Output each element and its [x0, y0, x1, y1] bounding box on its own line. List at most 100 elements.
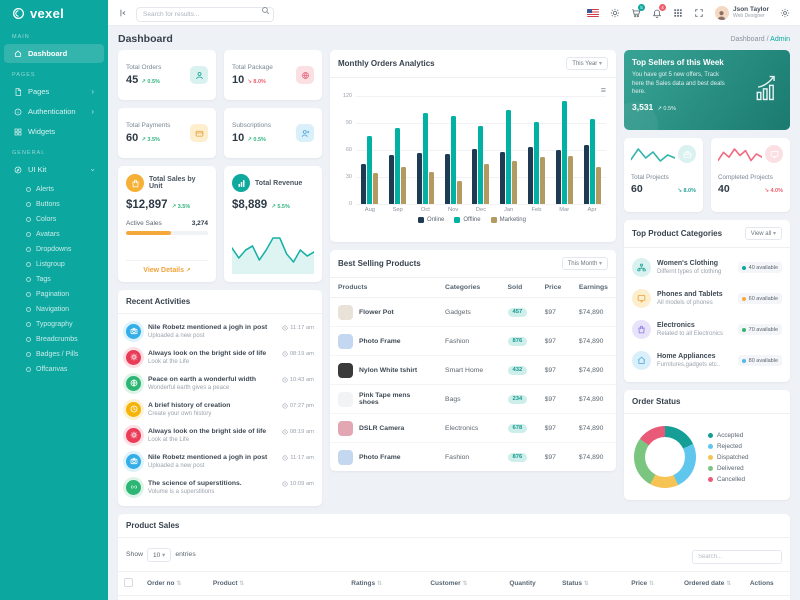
chart-menu-icon[interactable]: ≡	[600, 85, 606, 95]
product-name: Nylon White tshirt	[359, 366, 418, 374]
auth-icon	[14, 108, 22, 115]
column-header[interactable]: Earnings	[570, 278, 616, 298]
notifications-bell-icon[interactable]: 4	[652, 3, 666, 18]
card-title: Total Revenue	[255, 179, 303, 187]
activity-time: 10:43 am	[282, 376, 314, 391]
activity-item: Always look on the bright side of life Lo…	[126, 422, 314, 448]
breadcrumb-root[interactable]: Dashboard	[730, 35, 765, 43]
cart-icon[interactable]: 5	[631, 3, 645, 18]
product-earnings: $74,890	[570, 413, 616, 443]
sidebar-subitem-listgroup[interactable]: Listgroup	[0, 257, 108, 272]
column-header[interactable]: Sold	[499, 278, 537, 298]
stat-delta: 0.5%	[247, 137, 266, 143]
category-item[interactable]: Phones and Tablets All models of phones 60…	[632, 283, 782, 314]
bar-online	[527, 147, 533, 204]
chevron-right-icon: ›	[91, 106, 94, 116]
category-available-badge: 70 available	[737, 324, 782, 335]
column-header[interactable]: Products	[330, 278, 438, 298]
apps-grid-icon[interactable]	[673, 8, 683, 18]
card-title: Best Selling Products	[338, 259, 421, 268]
stat-card-subscriptions: Subscriptions 100.5%	[224, 108, 322, 158]
activity-subtitle: Wonderful earth gives a peace	[148, 384, 230, 391]
settings-gear-icon[interactable]	[780, 8, 790, 18]
sidebar-item-uikit[interactable]: UI Kit ›	[4, 160, 104, 179]
right-column: Top Sellers of this Week You have got 5 …	[624, 50, 790, 500]
entries-per-page-select[interactable]: 10	[147, 547, 172, 562]
activity-title: Always look on the bright side of life	[148, 349, 267, 357]
select-all-checkbox[interactable]	[124, 578, 133, 587]
legend-item-online: Online	[418, 217, 444, 223]
column-header[interactable]: Quantity	[503, 571, 557, 596]
activity-item: The science of superstitions. Volume is a…	[126, 474, 314, 500]
sidebar-item-widgets[interactable]: Widgets	[4, 122, 104, 141]
sidebar-subitem-alerts[interactable]: Alerts	[0, 182, 108, 197]
sidebar-subitem-badges-pills[interactable]: Badges / Pills	[0, 347, 108, 362]
order-status-legend: Accepted Rejected Dispatched Delivered Cance…	[708, 432, 749, 483]
sidebar-subitem-navigation[interactable]: Navigation	[0, 302, 108, 317]
sidebar-subitem-buttons[interactable]: Buttons	[0, 197, 108, 212]
sidebar-item-dashboard[interactable]: Dashboard	[4, 44, 104, 63]
table-search	[692, 545, 782, 564]
card-title: Top Product Categories	[632, 229, 723, 238]
product-earnings: $74,890	[570, 384, 616, 414]
sidebar-subitem-breadcrumbs[interactable]: Breadcrumbs	[0, 332, 108, 347]
column-header[interactable]: Ratings ⇅	[345, 571, 425, 596]
bar-online	[583, 144, 589, 204]
fullscreen-icon[interactable]	[694, 8, 704, 18]
x-axis-label: Nov	[448, 207, 459, 213]
view-details-link[interactable]: View Details	[126, 260, 208, 274]
theme-sun-icon[interactable]	[610, 8, 620, 18]
column-header[interactable]: Product ⇅	[206, 571, 346, 596]
column-header[interactable]: Categories	[437, 278, 500, 298]
sidebar-subitem-colors[interactable]: Colors	[0, 212, 108, 227]
sort-icon: ⇅	[239, 581, 245, 587]
categories-view-all-select[interactable]: View all	[744, 227, 782, 240]
search-icon[interactable]	[261, 6, 270, 15]
sidebar-subitem-typography[interactable]: Typography	[0, 317, 108, 332]
bar-chart-icon	[232, 174, 250, 192]
bar-online	[444, 153, 450, 204]
top-sellers-title: Top Sellers of this Week	[632, 58, 724, 67]
bar-online	[555, 150, 561, 204]
stat-delta: 3.5%	[141, 137, 160, 143]
brand-logo[interactable]: vexel	[0, 0, 108, 26]
activity-title: Nile Robetz mentioned a jogh in post	[148, 453, 268, 461]
card-icon	[190, 124, 208, 142]
column-header[interactable]: Customer ⇅	[424, 571, 504, 596]
bar-group-apr	[583, 119, 601, 204]
category-item[interactable]: Home Appliances Furnitures,gadgets etc.. 8…	[632, 345, 782, 376]
activity-item: Always look on the bright side of life Lo…	[126, 344, 314, 370]
search-input[interactable]	[136, 7, 274, 22]
sidebar-subitem-pagination[interactable]: Pagination	[0, 287, 108, 302]
best-selling-period-select[interactable]: This Month	[561, 257, 608, 270]
sidebar-subitem-dropdowns[interactable]: Dropdowns	[0, 242, 108, 257]
cart-badge: 5	[637, 3, 645, 11]
sidebar-subitem-avatars[interactable]: Avatars	[0, 227, 108, 242]
sidebar-subitem-tags[interactable]: Tags	[0, 272, 108, 287]
column-header[interactable]: Order no ⇅	[141, 571, 207, 596]
sidebar-item-pages[interactable]: Pages ›	[4, 82, 104, 101]
sidebar-item-authentication[interactable]: Authentication ›	[4, 102, 104, 121]
best-selling-table: Products Categories Sold Price Earnings …	[330, 278, 616, 471]
language-flag-icon[interactable]	[586, 8, 599, 17]
sidebar-subitem-offcanvas[interactable]: Offcanvas	[0, 362, 108, 377]
chart-period-select[interactable]: This Year	[566, 57, 608, 70]
category-name: Home Appliances	[657, 353, 716, 361]
order-no: #1537890	[141, 595, 207, 600]
column-header[interactable]: Status ⇅	[556, 571, 626, 596]
column-header[interactable]: Ordered date ⇅	[677, 571, 744, 596]
page-header: Dashboard Dashboard / Admin	[108, 26, 800, 50]
column-header[interactable]: Price ⇅	[625, 571, 678, 596]
sidebar-collapse-icon[interactable]	[118, 8, 128, 18]
user-menu[interactable]: Json Taylor Web Designer	[714, 5, 769, 20]
category-item[interactable]: Women's Clothing Differnt types of clothi…	[632, 252, 782, 283]
column-header[interactable]: Price	[536, 278, 571, 298]
total-revenue-delta: 5.5%	[271, 204, 290, 210]
sidebar-section-general: GENERAL	[12, 150, 46, 156]
bar-chart-plot: 0 30 60 90 120	[343, 93, 606, 207]
table-search-input[interactable]	[692, 550, 782, 564]
product-price: $97	[536, 413, 571, 443]
sidebar-item-label: Dashboard	[28, 49, 68, 58]
category-item[interactable]: Electronics Related to all Electronics 70 …	[632, 314, 782, 345]
product-price: $97	[544, 453, 556, 461]
